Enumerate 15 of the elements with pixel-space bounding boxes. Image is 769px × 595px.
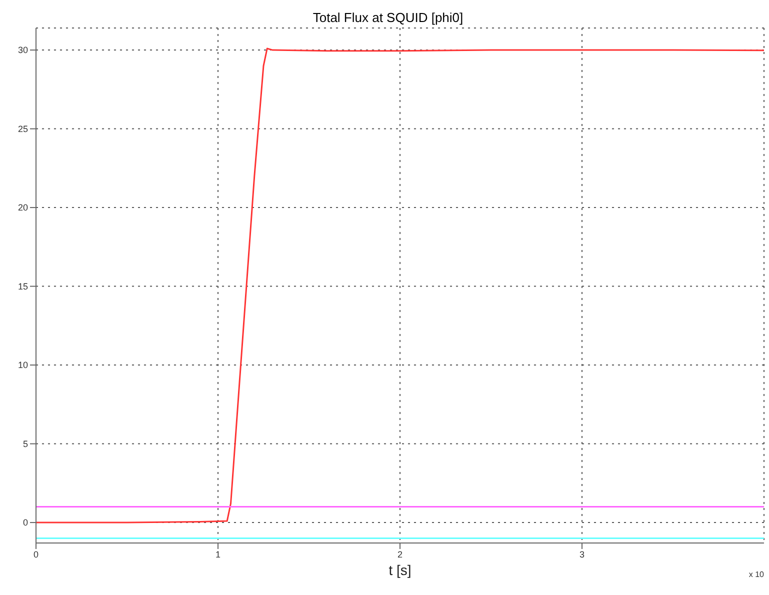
y-tick-label: 20 [18, 202, 28, 213]
x-tick-label: 0 [33, 549, 39, 560]
y-tick-label: 10 [18, 360, 28, 370]
x-tick-label: 3 [579, 549, 585, 560]
text: x 10 [748, 570, 764, 579]
chart-title: Total Flux at SQUID [phi0] [312, 10, 464, 25]
y-tick-label: 25 [18, 124, 28, 134]
x-tick-label: 1 [215, 549, 221, 560]
x-tick-label: 2 [397, 549, 403, 560]
y-tick-label: 15 [18, 281, 28, 292]
y-tick-label: 30 [18, 45, 28, 56]
y-tick-label: 0 [22, 518, 28, 528]
y-tick-label: 5 [22, 438, 28, 449]
x-axis-title: t [s] [388, 562, 412, 578]
line-series [36, 48, 764, 524]
